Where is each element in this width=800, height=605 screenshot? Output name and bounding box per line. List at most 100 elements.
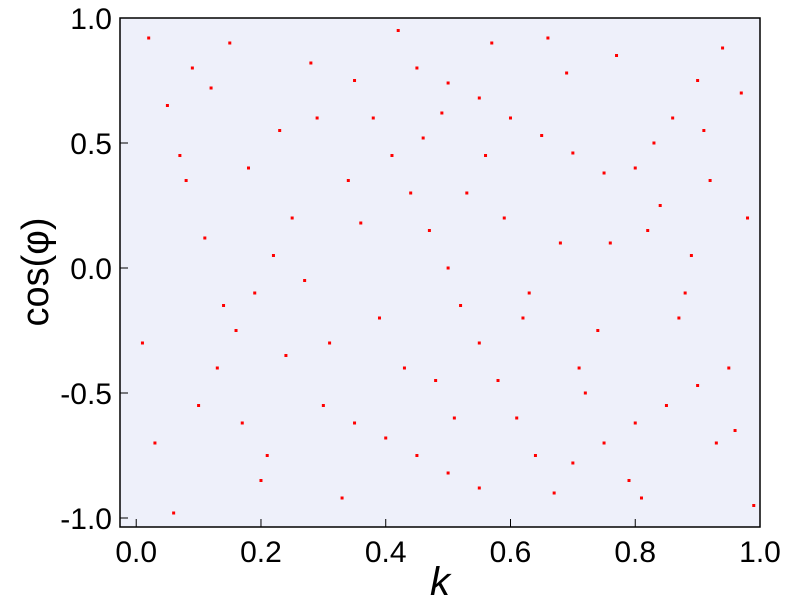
scatter-point bbox=[602, 171, 606, 175]
scatter-point bbox=[502, 216, 506, 220]
scatter-point bbox=[746, 216, 750, 220]
scatter-point bbox=[633, 166, 637, 170]
scatter-point bbox=[446, 81, 450, 85]
scatter-point bbox=[409, 191, 413, 195]
scatter-point bbox=[415, 66, 419, 70]
scatter-point bbox=[440, 111, 444, 115]
scatter-point bbox=[459, 304, 463, 307]
x-tick-label: 0.2 bbox=[240, 536, 282, 569]
scatter-point bbox=[540, 134, 544, 137]
scatter-point bbox=[639, 496, 643, 500]
scatter-point bbox=[315, 116, 319, 120]
y-tick-label: -1.0 bbox=[60, 503, 112, 536]
scatter-point bbox=[353, 421, 357, 425]
scatter-point bbox=[215, 366, 219, 370]
scatter-point bbox=[197, 404, 201, 407]
scatter-point bbox=[527, 291, 531, 295]
scatter-point bbox=[346, 179, 350, 182]
scatter-point bbox=[278, 129, 282, 132]
y-tick-label: 0.5 bbox=[70, 128, 112, 161]
x-tick-label: 0.4 bbox=[365, 536, 407, 569]
scatter-point bbox=[353, 79, 357, 82]
scatter-point bbox=[646, 229, 650, 232]
scatter-point bbox=[708, 179, 712, 182]
scatter-point bbox=[228, 41, 232, 45]
scatter-point bbox=[571, 151, 575, 155]
scatter-point bbox=[309, 61, 313, 65]
scatter-point bbox=[608, 241, 612, 245]
scatter-point bbox=[303, 279, 307, 282]
scatter-point bbox=[508, 116, 512, 120]
scatter-point bbox=[558, 241, 562, 245]
scatter-point bbox=[739, 91, 743, 95]
scatter-point bbox=[565, 71, 569, 75]
scatter-point bbox=[371, 116, 375, 120]
y-tick-label: -0.5 bbox=[60, 378, 112, 411]
scatter-point bbox=[184, 179, 188, 182]
scatter-point bbox=[490, 41, 494, 45]
scatter-point bbox=[596, 329, 600, 332]
scatter-point bbox=[583, 391, 587, 395]
scatter-point bbox=[284, 354, 288, 357]
scatter-point bbox=[571, 461, 575, 465]
scatter-point bbox=[153, 441, 157, 445]
scatter-point bbox=[677, 316, 681, 320]
scatter-point bbox=[515, 416, 519, 420]
scatter-point bbox=[465, 191, 469, 195]
scatter-point bbox=[359, 221, 363, 225]
scatter-point bbox=[733, 429, 737, 432]
scatter-point bbox=[664, 404, 668, 407]
scatter-point bbox=[452, 416, 456, 420]
scatter-point bbox=[702, 129, 706, 132]
scatter-point bbox=[652, 141, 656, 145]
scatter-point bbox=[165, 104, 169, 107]
scatter-point bbox=[477, 341, 481, 345]
scatter-point bbox=[328, 341, 332, 345]
scatter-point bbox=[752, 504, 756, 507]
scatter-point bbox=[671, 116, 675, 120]
scatter-point bbox=[615, 54, 619, 57]
scatter-point bbox=[253, 291, 257, 295]
scatter-point bbox=[696, 79, 700, 82]
scatter-point bbox=[627, 479, 631, 482]
scatter-point bbox=[340, 496, 344, 500]
scatter-point bbox=[427, 229, 431, 232]
scatter-point bbox=[384, 436, 388, 440]
scatter-point bbox=[203, 236, 207, 240]
y-tick-label: 0.0 bbox=[70, 253, 112, 286]
scatter-point bbox=[190, 66, 194, 70]
scatter-point bbox=[396, 29, 400, 32]
scatter-point bbox=[259, 479, 263, 482]
scatter-point bbox=[222, 304, 226, 307]
scatter-point bbox=[209, 86, 213, 90]
scatter-point bbox=[714, 441, 718, 445]
scatter-point bbox=[246, 166, 250, 170]
scatter-point bbox=[602, 441, 606, 445]
scatter-point bbox=[290, 216, 294, 220]
scatter-point bbox=[696, 384, 700, 387]
x-axis-label: k bbox=[430, 560, 452, 600]
scatter-point bbox=[552, 491, 556, 495]
scatter-point bbox=[484, 154, 488, 157]
scatter-point bbox=[390, 154, 394, 157]
scatter-point bbox=[521, 316, 525, 320]
scatter-point bbox=[172, 511, 176, 515]
y-axis-label: cos(φ) bbox=[15, 217, 57, 326]
scatter-point bbox=[446, 266, 450, 270]
scatter-point bbox=[434, 379, 438, 382]
x-tick-label: 0.6 bbox=[490, 536, 532, 569]
scatter-point bbox=[140, 341, 144, 345]
scatter-point bbox=[577, 366, 581, 370]
scatter-point bbox=[402, 366, 406, 370]
scatter-point bbox=[683, 291, 687, 295]
scatter-point bbox=[496, 379, 500, 382]
scatter-point bbox=[415, 454, 419, 457]
plot-area bbox=[120, 18, 760, 527]
scatter-point bbox=[633, 421, 637, 425]
x-tick-label: 0.0 bbox=[115, 536, 157, 569]
x-tick-label: 0.8 bbox=[614, 536, 656, 569]
scatter-point bbox=[477, 486, 481, 490]
scatter-point bbox=[658, 204, 662, 207]
scatter-point bbox=[265, 454, 269, 457]
